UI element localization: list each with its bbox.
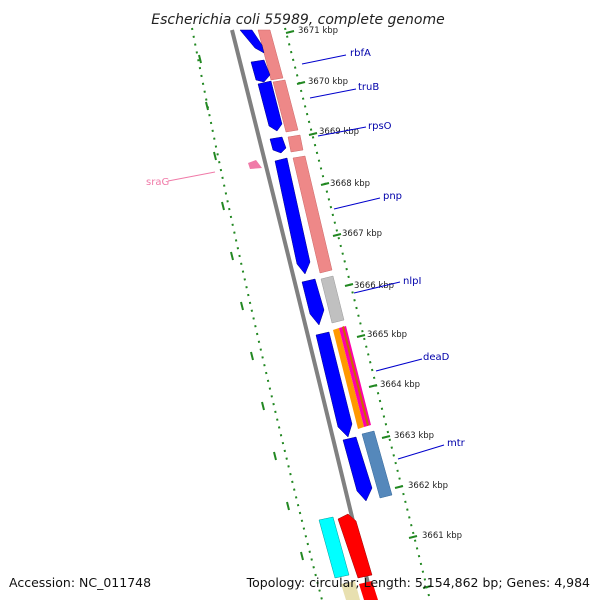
kbp-label: 3671 kbp — [298, 26, 338, 36]
gene-label-rbfa: rbfA — [350, 48, 371, 59]
kbp-label: 3663 kbp — [394, 431, 434, 441]
outer-major-ticks — [285, 30, 432, 589]
gene-label-rpso: rpsO — [368, 121, 392, 132]
gene-label-nlpi: nlpI — [403, 276, 421, 287]
map-title: Escherichia coli 55989, complete genome — [151, 12, 444, 28]
gene-label-lines — [301, 54, 445, 460]
blue-cds-features — [239, 29, 373, 502]
accession-text: Accession: NC_011748 — [9, 575, 151, 590]
srag-label-line — [167, 171, 216, 182]
kbp-label: 3661 kbp — [422, 531, 462, 541]
srag-feature — [248, 160, 262, 169]
inner-major-ticks — [198, 54, 304, 561]
gene-label-pnp: pnp — [383, 191, 402, 202]
gene-label-trub: truB — [358, 82, 379, 93]
kbp-label: 3662 kbp — [408, 481, 448, 491]
bottom-features — [318, 513, 378, 600]
pink-features — [257, 29, 333, 274]
multicolor-feature — [333, 326, 371, 429]
kbp-label: 3670 kbp — [308, 77, 348, 87]
gene-label-srag: sraG — [146, 177, 169, 188]
kbp-label: 3666 kbp — [354, 281, 394, 291]
kbp-label: 3665 kbp — [367, 330, 407, 340]
genome-summary-text: Topology: circular; Length: 5,154,862 bp… — [246, 575, 590, 590]
gray-feature — [320, 275, 345, 324]
steel-feature — [361, 430, 393, 499]
kbp-label: 3667 kbp — [342, 229, 382, 239]
backbone-line — [230, 29, 374, 600]
gene-label-dead: deaD — [423, 352, 450, 363]
gene-labels: rbfA truB rpsO pnp nlpI deaD mtr — [350, 48, 466, 449]
outer-tick-ring — [284, 27, 431, 600]
kbp-label: 3664 kbp — [380, 380, 420, 390]
kbp-label: 3668 kbp — [330, 179, 370, 189]
gene-label-mtr: mtr — [447, 438, 466, 449]
